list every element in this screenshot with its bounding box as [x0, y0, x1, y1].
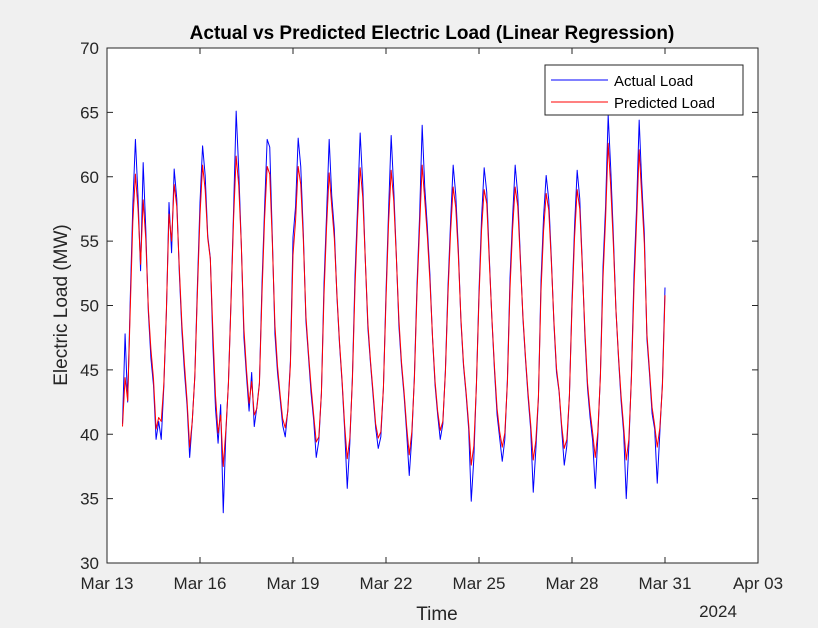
y-tick-label: 55: [80, 232, 99, 251]
x-tick-label: Mar 25: [453, 574, 506, 593]
chart-title: Actual vs Predicted Electric Load (Linea…: [190, 23, 675, 44]
x-axis: Mar 13 Mar 16 Mar 19 Mar 22 Mar 25 Mar 28 Mar …: [81, 48, 783, 593]
y-tick-label: 40: [80, 425, 99, 444]
series-lines: [122, 110, 666, 514]
y-tick-label: 45: [80, 361, 99, 380]
legend-box: [544, 64, 744, 116]
x-tick-label: Mar 19: [267, 574, 320, 593]
x-tick-label: Mar 16: [174, 574, 227, 593]
y-axis: 30 35 40 45 50 55 60 65 70: [80, 39, 758, 573]
legend-label-actual-load: Actual Load: [614, 73, 693, 90]
y-tick-label: 60: [80, 168, 99, 187]
y-tick-label: 70: [80, 39, 99, 58]
legend: Actual Load Predicted Load: [544, 64, 744, 116]
x-tick-label: Mar 22: [360, 574, 413, 593]
y-axis-label: Electric Load (MW): [51, 224, 72, 386]
series-line-predicted-load: [122, 142, 666, 467]
series-line-actual-load: [122, 110, 666, 514]
y-tick-label: 65: [80, 103, 99, 122]
x-tick-label: Mar 28: [546, 574, 599, 593]
x-tick-label: Mar 31: [639, 574, 692, 593]
y-tick-label: 50: [80, 297, 99, 316]
x-tick-label: Mar 13: [81, 574, 134, 593]
legend-label-predicted-load: Predicted Load: [614, 95, 715, 112]
x-tick-label: Apr 03: [733, 574, 783, 593]
year-label: 2024: [699, 602, 737, 621]
y-tick-label: 35: [80, 490, 99, 509]
plot-area: [106, 47, 759, 564]
y-tick-label: 30: [80, 554, 99, 573]
x-axis-label: Time: [416, 604, 458, 625]
